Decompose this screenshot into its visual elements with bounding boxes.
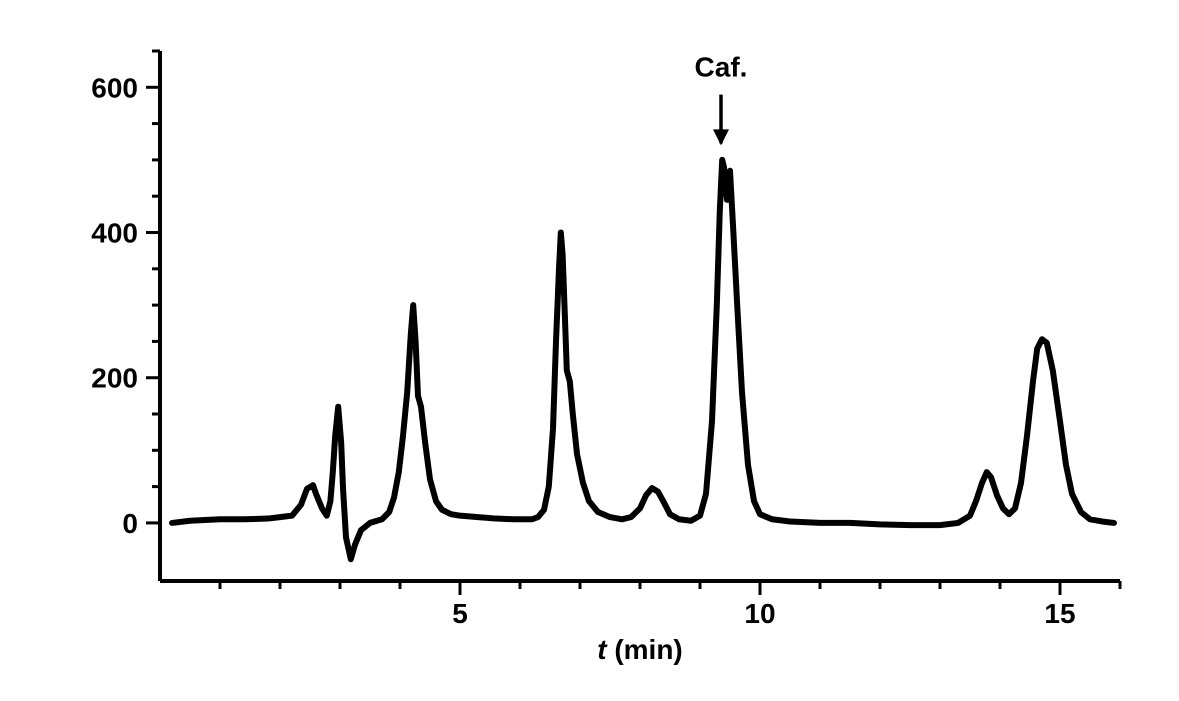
x-axis-label: t (min) [597, 634, 683, 665]
chromatogram-chart: 0 200 400 600 5 10 15 t (min) Caf. [40, 31, 1140, 671]
x-tick-label: 10 [744, 598, 775, 629]
chart-svg: 0 200 400 600 5 10 15 t (min) Caf. [40, 31, 1140, 671]
peak-annotation-label: Caf. [694, 51, 747, 82]
x-tick-label: 15 [1044, 598, 1075, 629]
y-tick-label: 200 [91, 362, 138, 393]
y-tick-label: 600 [91, 72, 138, 103]
y-tick-label: 0 [122, 507, 138, 538]
annotation-arrow-head [713, 129, 729, 145]
chromatogram-trace [172, 159, 1114, 558]
y-tick-label: 400 [91, 217, 138, 248]
x-tick-label: 5 [452, 598, 468, 629]
